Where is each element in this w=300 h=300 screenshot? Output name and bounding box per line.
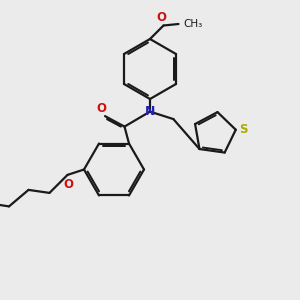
Text: O: O — [63, 178, 73, 191]
Text: S: S — [239, 123, 247, 136]
Text: O: O — [156, 11, 166, 24]
Text: CH₃: CH₃ — [183, 19, 202, 29]
Text: N: N — [145, 105, 155, 118]
Text: O: O — [96, 102, 106, 115]
